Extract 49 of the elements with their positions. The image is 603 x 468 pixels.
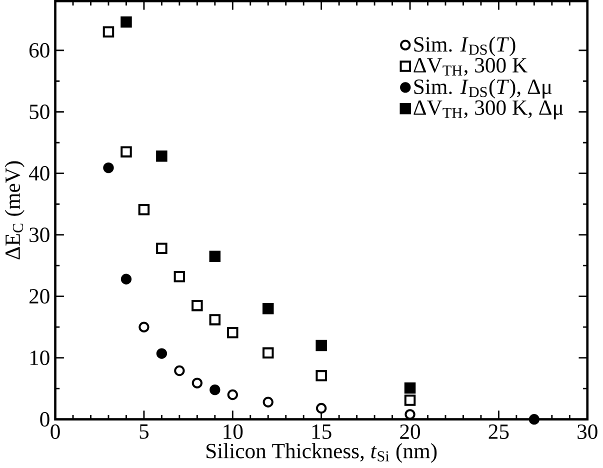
point [174, 271, 186, 282]
point [210, 384, 220, 396]
x-axis-title: Silicon Thickness, t$_{Si}$ (nm) [206, 443, 437, 463]
point [209, 250, 221, 262]
point [174, 366, 185, 376]
y-tick-label: 40 [28, 166, 50, 181]
point [262, 303, 274, 314]
y-tick-label: 0 [40, 412, 50, 427]
y-tick-label: 60 [29, 43, 50, 58]
point [404, 382, 416, 394]
point [102, 26, 114, 38]
x-tick-label: 25 [488, 424, 509, 440]
point [404, 409, 416, 420]
legend-label: Sim. I$_{DS}$(T) [414, 36, 516, 56]
point [404, 394, 416, 406]
y-tick-label: 20 [30, 289, 50, 304]
point [120, 146, 132, 158]
point [192, 300, 203, 312]
legend-label: Sim. I$_{DS}$(T), Δμ [414, 79, 552, 99]
point [138, 204, 150, 216]
x-tick-label: 30 [578, 424, 598, 440]
point [156, 348, 168, 360]
x-tick-label: 5 [140, 424, 149, 439]
legend-label: ΔV$_{TH}$, 300 K, Δμ [414, 100, 563, 120]
y-axis-title: ΔE$_{C}$ (meV) [4, 162, 24, 260]
point [262, 396, 274, 408]
x-tick-label: 0 [50, 424, 60, 440]
legend-label: ΔV$_{TH}$, 300 K [414, 58, 528, 76]
point [316, 403, 327, 414]
point [156, 150, 168, 162]
point [316, 370, 327, 382]
point [120, 274, 132, 285]
point [103, 162, 114, 174]
point [138, 322, 150, 333]
point [120, 16, 132, 28]
x-tick-label: 15 [312, 424, 332, 440]
point [209, 314, 221, 326]
point [262, 348, 274, 359]
point [192, 378, 203, 389]
point [528, 414, 540, 425]
x-tick-label: 10 [224, 424, 243, 440]
point [316, 340, 327, 352]
y-tick-label: 10 [30, 350, 50, 366]
y-tick-label: 50 [30, 104, 50, 120]
x-tick-label: 20 [400, 424, 420, 440]
y-tick-label: 30 [30, 228, 50, 242]
point [227, 327, 238, 338]
point [156, 242, 168, 254]
point [227, 390, 238, 400]
